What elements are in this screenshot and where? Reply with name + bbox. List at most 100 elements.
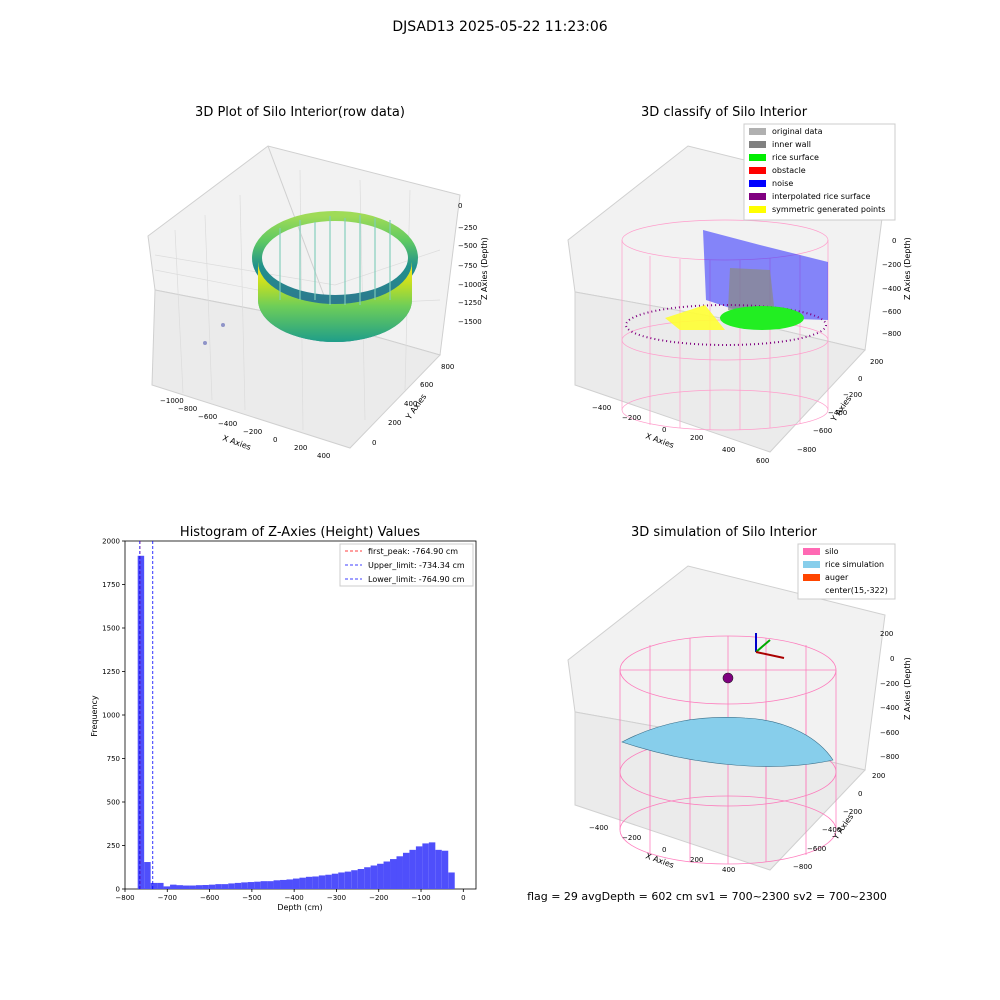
legend-label: obstacle — [772, 166, 806, 175]
histogram-title: Histogram of Z-Axies (Height) Values — [180, 525, 420, 540]
legend-label: rice simulation — [825, 560, 884, 569]
histogram-bar — [286, 879, 293, 889]
simulation-silo-wireframe — [619, 635, 837, 865]
histogram-x-tick-label: −800 — [115, 894, 134, 902]
simulation-y-tick: −600 — [807, 845, 826, 853]
histogram-bar — [390, 859, 397, 889]
classify-rice-surface — [720, 306, 804, 330]
classify-y-ticks: 200 0 −200 −400 −600 −800 — [797, 358, 883, 454]
histogram-bar — [370, 865, 378, 889]
histogram-bar — [318, 875, 326, 889]
histogram-x-tick-label: −400 — [285, 894, 304, 902]
histogram-x-ticks: −800 −700 −600 −500 −400 −300 −200 −100 0 — [115, 889, 466, 902]
status-line: flag = 29 avgDepth = 602 cm sv1 = 700~23… — [527, 890, 887, 903]
raw-silo-front — [258, 262, 412, 342]
histogram-bar — [163, 886, 171, 889]
simulation-y-tick: 200 — [872, 772, 885, 780]
raw-z-label: Z Axies (Depth) — [480, 237, 489, 300]
classify-x-tick: 200 — [690, 434, 703, 442]
simulation-z-label: Z Axies (Depth) — [903, 657, 912, 720]
histogram-bar — [357, 868, 365, 889]
histogram-x-tick-label: −500 — [242, 894, 261, 902]
simulation-panel-title: 3D simulation of Silo Interior — [631, 525, 818, 540]
legend-label: rice surface — [772, 153, 819, 162]
histogram-bar — [189, 885, 196, 889]
histogram-bar — [312, 876, 319, 889]
histogram-y-label: Frequency — [90, 695, 99, 737]
classify-y-tick: 200 — [870, 358, 883, 366]
histogram-bar — [170, 884, 177, 889]
raw-outlier-point — [221, 323, 225, 327]
histogram-y-ticks: 0 250 500 750 1000 1250 1500 1750 2000 — [102, 538, 125, 894]
simulation-x-ticks: −400 −200 0 200 400 — [589, 824, 735, 874]
classify-y-tick: −200 — [843, 391, 862, 399]
histogram-bar — [221, 884, 229, 889]
figure-title: DJSAD13 2025-05-22 11:23:06 — [392, 19, 607, 35]
histogram-bar — [208, 884, 216, 889]
raw-z-tick: −250 — [458, 224, 477, 232]
classify-x-label: X Axies — [644, 431, 675, 450]
histogram-x-tick-label: −300 — [327, 894, 346, 902]
legend-label: center(15,-322) — [825, 586, 888, 595]
simulation-x-tick: −400 — [589, 824, 608, 832]
raw-z-ticks: 0 −250 −500 −750 −1000 −1250 −1500 — [458, 202, 482, 326]
classify-z-tick: −400 — [882, 285, 901, 293]
raw-x-tick: −1000 — [160, 397, 184, 405]
legend-label: symmetric generated points — [772, 205, 885, 214]
histogram-y-tick-label: 1750 — [102, 581, 120, 589]
simulation-rice-surface — [621, 717, 834, 767]
legend-label: original data — [772, 127, 823, 136]
raw-z-tick: −1500 — [458, 318, 482, 326]
histogram-y-tick-label: 1000 — [102, 712, 120, 720]
histogram-bar — [247, 882, 255, 889]
classify-x-tick: 600 — [756, 457, 769, 465]
classify-x-tick: 0 — [662, 426, 666, 434]
legend-label: noise — [772, 179, 793, 188]
simulation-auger-axes — [755, 633, 785, 659]
histogram-bar — [202, 884, 209, 889]
legend-label: interpolated rice surface — [772, 192, 870, 201]
raw-point-streaks — [279, 215, 391, 305]
histogram-bar — [137, 555, 145, 889]
simulation-z-ticks: 200 0 −200 −400 −600 −800 — [880, 630, 899, 761]
simulation-center-marker — [722, 672, 734, 684]
raw-z-tick: −1000 — [458, 281, 482, 289]
classify-legend-box — [743, 123, 896, 221]
histogram-bar — [176, 885, 183, 889]
classify-legend-labels: original data inner wall rice surface ob… — [772, 127, 885, 214]
histogram-bar — [228, 883, 235, 889]
histogram-x-tick-label: −100 — [411, 894, 430, 902]
histogram-bar — [422, 843, 429, 889]
histogram-bar — [182, 885, 190, 889]
histogram-x-tick-label: 0 — [461, 894, 465, 902]
raw-silo-top-ring — [252, 211, 418, 305]
simulation-y-ticks: 200 0 −200 −400 −600 −800 — [793, 772, 885, 871]
raw-x-label: X Axies — [221, 433, 252, 452]
histogram-bar — [241, 882, 248, 889]
histogram-y-tick-label: 1250 — [102, 668, 120, 676]
simulation-z-tick: −200 — [880, 680, 899, 688]
histogram-bar — [338, 872, 345, 889]
histogram-bar — [435, 849, 442, 889]
raw-z-tick: −750 — [458, 262, 477, 270]
histogram-bars — [137, 555, 455, 889]
classify-z-label: Z Axies (Depth) — [903, 237, 912, 300]
simulation-z-tick: 200 — [880, 630, 893, 638]
classify-y-tick: −800 — [797, 446, 816, 454]
histogram-bar — [409, 849, 416, 889]
classify-x-tick: 400 — [722, 446, 735, 454]
simulation-y-tick: −200 — [843, 808, 862, 816]
histogram-bar — [254, 881, 261, 889]
histogram-bar — [331, 873, 339, 889]
simulation-z-tick: −800 — [880, 753, 899, 761]
histogram-panel: Histogram of Z-Axies (Height) Values −80… — [90, 525, 477, 912]
raw-x-tick: −400 — [218, 420, 237, 428]
raw-x-ticks: −1000 −800 −600 −400 −200 0 200 400 — [160, 397, 330, 460]
legend-swatch-auger — [803, 574, 820, 581]
raw-y-tick: 0 — [372, 439, 376, 447]
histogram-bar — [325, 874, 332, 889]
histogram-y-tick-label: 0 — [116, 886, 120, 894]
raw-y-tick: 800 — [441, 363, 454, 371]
simulation-x-tick: 400 — [722, 866, 735, 874]
